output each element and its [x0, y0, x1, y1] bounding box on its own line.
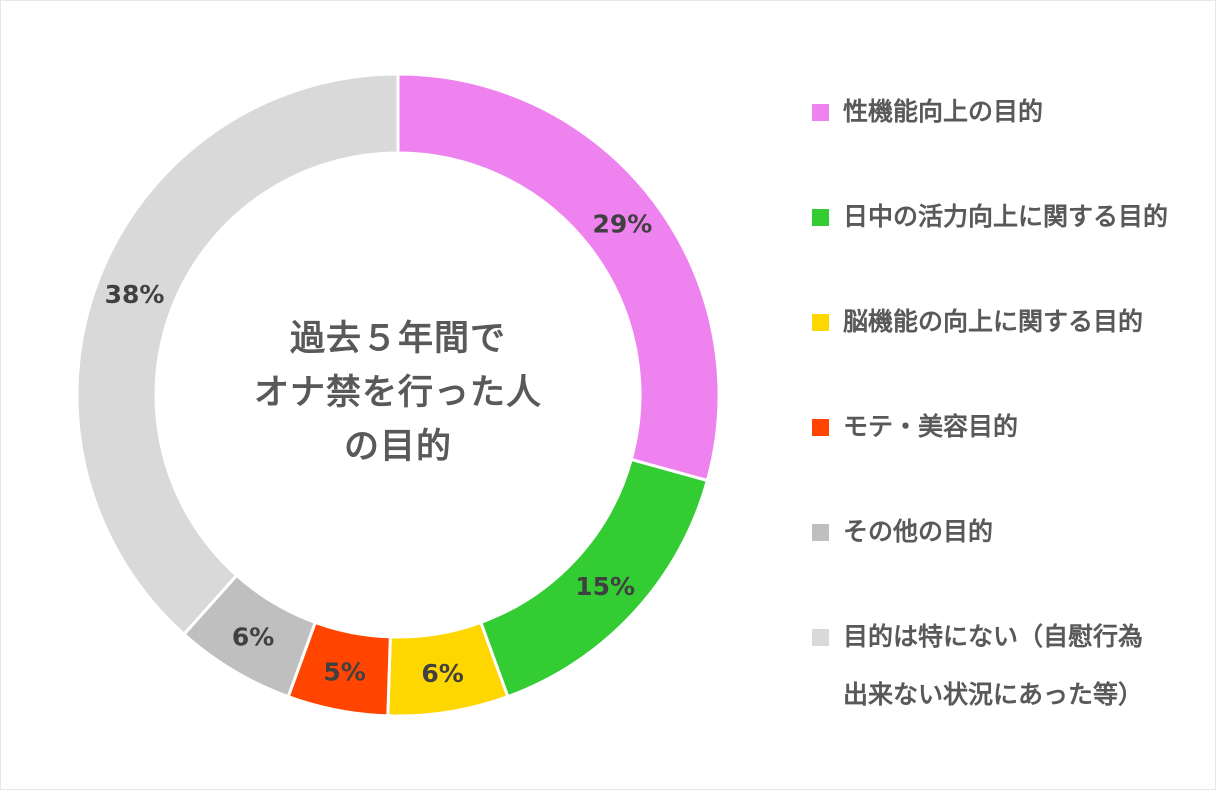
legend-swatch: [812, 314, 829, 331]
legend-item-daytime-vitality: 日中の活力向上に関する目的: [812, 197, 1203, 246]
legend-swatch: [812, 524, 829, 541]
legend-label: 脳機能の向上に関する目的: [843, 307, 1144, 336]
legend-label: その他の目的: [843, 517, 994, 546]
donut-chart: 29% 15% 6% 5% 6% 38%: [75, 72, 721, 718]
legend-label: 日中の活力向上に関する目的: [843, 202, 1169, 231]
slice-value-label-no-particular-purpose: 38%: [105, 280, 165, 309]
legend-swatch: [812, 629, 829, 646]
slice-value-label-sexual-function: 29%: [592, 210, 652, 239]
legend-item-other: その他の目的: [812, 512, 1203, 561]
donut-slice-sexual-function: [396, 72, 721, 483]
legend-swatch: [812, 419, 829, 436]
legend-label: 目的は特にない（自慰行為 出来ない状況にあった等）: [843, 622, 1144, 709]
legend-label: 性機能向上の目的: [843, 97, 1044, 126]
legend-swatch: [812, 104, 829, 121]
slice-value-label-other: 6%: [232, 622, 274, 651]
slice-value-label-brain-function: 6%: [421, 659, 463, 688]
legend-swatch: [812, 209, 829, 226]
legend-item-brain-function: 脳機能の向上に関する目的: [812, 302, 1203, 351]
slice-value-label-attractiveness-beauty: 5%: [323, 657, 365, 686]
legend-item-no-particular-purpose: 目的は特にない（自慰行為 出来ない状況にあった等）: [812, 617, 1203, 724]
legend-label: モテ・美容目的: [843, 412, 1019, 441]
slice-value-label-daytime-vitality: 15%: [575, 572, 635, 601]
legend-item-sexual-function: 性機能向上の目的: [812, 92, 1203, 141]
legend-item-attractiveness-beauty: モテ・美容目的: [812, 407, 1203, 456]
chart-center-title: 過去５年間で オナ禁を行った人 の目的: [253, 319, 542, 467]
donut-slice-no-particular-purpose: [75, 72, 400, 637]
